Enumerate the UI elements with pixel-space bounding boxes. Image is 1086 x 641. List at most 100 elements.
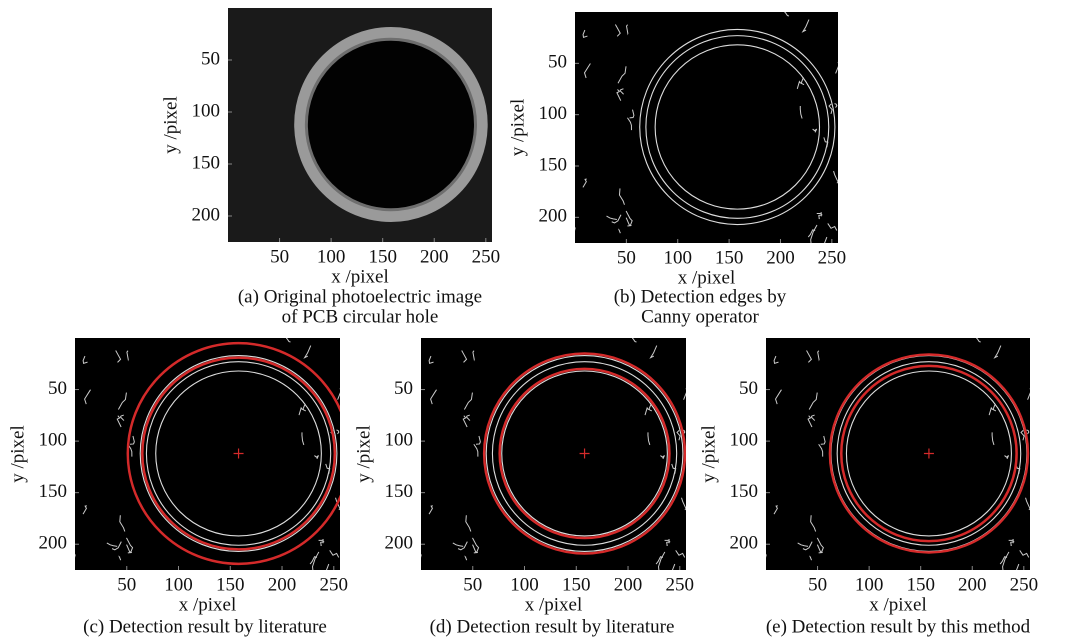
edge-fragment <box>817 350 820 362</box>
edge-fragment <box>649 345 658 359</box>
x-tick-label: 100 <box>855 574 884 595</box>
x-tick-label: 250 <box>818 247 847 268</box>
x-tick-label: 50 <box>270 246 289 267</box>
edge-fragment <box>617 228 621 234</box>
edge-fragment <box>810 224 818 243</box>
edge-fragment <box>106 542 118 547</box>
edge-fragment <box>475 435 481 445</box>
edge-fragment <box>325 463 331 474</box>
edge-fragment <box>683 388 686 400</box>
y-tick-label: 50 <box>394 378 413 399</box>
edge-fragment <box>335 497 340 511</box>
y-tick-label: 100 <box>539 103 568 124</box>
caption: of PCB circular hole <box>282 306 439 327</box>
x-axis-label: x /pixel <box>678 267 736 288</box>
edge-fragment <box>799 106 803 119</box>
edge-fragment <box>671 463 677 474</box>
x-tick-label: 200 <box>268 574 297 595</box>
edge-fragment <box>796 80 805 89</box>
edge-fragment <box>773 505 778 515</box>
edge-fragment <box>676 430 681 441</box>
edge-fragment <box>809 555 812 561</box>
edge-fragment <box>993 345 1002 359</box>
edge-circle <box>139 354 338 552</box>
edge-fragment <box>834 103 838 108</box>
center-mark <box>233 448 244 459</box>
x-tick-label: 200 <box>958 574 987 595</box>
caption: Canny operator <box>641 306 759 327</box>
ring <box>294 26 488 222</box>
x-tick-label: 100 <box>663 247 692 268</box>
edge-fragment <box>627 117 632 131</box>
x-tick-label: 150 <box>562 574 591 595</box>
y-tick-label: 100 <box>385 429 414 450</box>
edge-fragment <box>616 89 622 101</box>
edge-fragment <box>129 435 135 445</box>
y-tick-label: 100 <box>730 429 759 450</box>
edge-fragment <box>775 389 782 405</box>
edge-fragment <box>991 432 995 446</box>
edge-fragment <box>611 214 622 224</box>
edge-fragment <box>1016 563 1020 570</box>
image-content <box>421 338 686 570</box>
edge-fragment <box>664 538 670 544</box>
edge-fragment <box>463 392 473 410</box>
edge-fragment <box>75 551 76 558</box>
edge-fragment <box>812 128 818 133</box>
edge-fragment <box>816 537 824 554</box>
edge-fragment <box>808 392 818 410</box>
panel: 50 100 150 200 250 50 100 150 200 x /pixel y /pixe… <box>698 338 1038 637</box>
y-tick-label: 200 <box>539 206 568 227</box>
edge-fragment <box>1027 388 1030 400</box>
edge-fragment <box>337 388 340 400</box>
edge-fragment <box>118 555 122 561</box>
edge-fragment <box>465 515 472 532</box>
caption: (c) Detection result by literature <box>83 616 327 637</box>
edge-fragment <box>311 551 320 570</box>
y-axis-label: y /pixel <box>160 96 181 154</box>
y-tick-label: 150 <box>539 154 568 175</box>
edge-fragment <box>827 223 838 231</box>
edge-fragment <box>657 551 666 570</box>
detected-circle <box>126 341 340 566</box>
ring-inner <box>304 37 477 212</box>
image-content <box>575 12 838 243</box>
y-tick-label: 200 <box>192 204 221 225</box>
edge-fragment <box>820 435 826 445</box>
edge-fragment <box>575 224 576 231</box>
edge-fragment <box>298 406 307 416</box>
edge-fragment <box>823 137 829 148</box>
edge-fragment <box>816 211 822 217</box>
edge-fragment <box>582 29 588 38</box>
detected-circle <box>482 352 686 555</box>
x-tick-label: 250 <box>320 574 349 595</box>
edge-fragment <box>976 338 981 343</box>
edge-fragment <box>119 515 126 532</box>
edge-fragment <box>301 432 305 446</box>
y-tick-label: 200 <box>39 533 68 554</box>
y-tick-label: 50 <box>548 52 567 73</box>
x-tick-label: 50 <box>808 574 827 595</box>
x-axis-label: x /pixel <box>869 594 927 615</box>
edge-fragment <box>614 24 621 37</box>
edge-fragment <box>126 537 134 554</box>
edge-fragment <box>671 563 676 570</box>
panel: 50 100 150 200 250 50 100 150 200 x /pixel y /pixe… <box>7 338 349 637</box>
edge-fragment <box>457 541 468 551</box>
image-content <box>75 338 340 570</box>
x-tick-label: 100 <box>317 246 346 267</box>
edge-circle <box>654 44 821 210</box>
edge-fragment <box>828 103 833 114</box>
x-tick-label: 50 <box>463 574 482 595</box>
y-axis-label: y /pixel <box>698 425 719 483</box>
edge-fragment <box>647 432 651 446</box>
x-tick-label: 150 <box>906 574 935 595</box>
caption: (b) Detection edges by <box>614 286 787 307</box>
edge-fragment <box>660 455 665 460</box>
edge-fragment <box>619 88 624 95</box>
edge-fragment <box>675 550 686 558</box>
edge-fragment <box>618 188 625 205</box>
center-mark <box>923 448 934 459</box>
edge-fragment <box>784 12 790 17</box>
y-tick-label: 100 <box>192 100 221 121</box>
